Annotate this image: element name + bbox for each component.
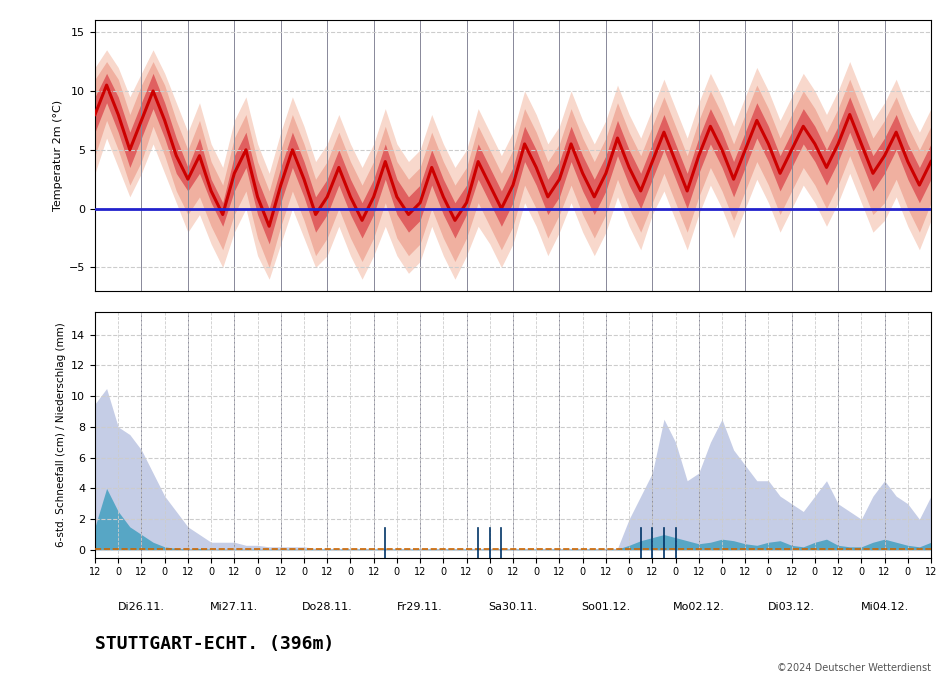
Text: Fr29.11.: Fr29.11. [397,602,443,612]
Text: Mi04.12.: Mi04.12. [861,602,909,612]
Y-axis label: Temperatur 2m (°C): Temperatur 2m (°C) [53,100,64,211]
Text: STUTTGART-ECHT. (396m): STUTTGART-ECHT. (396m) [95,635,334,653]
Text: Sa30.11.: Sa30.11. [488,602,538,612]
Text: Do28.11.: Do28.11. [302,602,352,612]
Y-axis label: 6-std. Schneefall (cm) / Niederschlag (mm): 6-std. Schneefall (cm) / Niederschlag (m… [56,322,66,547]
Text: ©2024 Deutscher Wetterdienst: ©2024 Deutscher Wetterdienst [777,663,931,673]
Text: Mi27.11.: Mi27.11. [210,602,258,612]
Text: So01.12.: So01.12. [581,602,631,612]
Text: Di03.12.: Di03.12. [769,602,815,612]
Text: Mo02.12.: Mo02.12. [673,602,725,612]
Text: Di26.11.: Di26.11. [118,602,165,612]
